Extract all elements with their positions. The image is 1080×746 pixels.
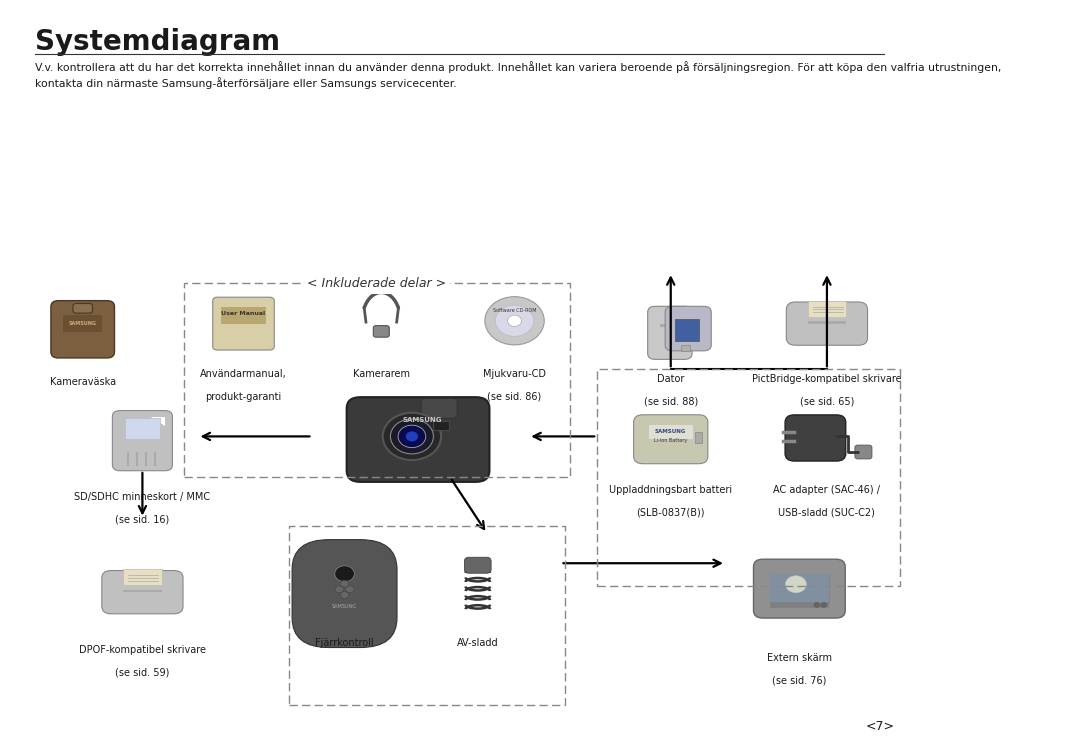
Circle shape (335, 565, 354, 582)
Text: kontakta din närmaste Samsung-återförsäljare eller Samsungs servicecenter.: kontakta din närmaste Samsung-återförsäl… (35, 77, 457, 89)
FancyBboxPatch shape (648, 424, 693, 439)
Text: DPOF-kompatibel skrivare: DPOF-kompatibel skrivare (79, 645, 206, 655)
Circle shape (485, 297, 544, 345)
Text: Li-ion Battery: Li-ion Battery (654, 438, 687, 443)
Bar (770, 574, 829, 604)
Text: Systemdiagram: Systemdiagram (35, 28, 280, 57)
FancyBboxPatch shape (648, 307, 692, 360)
Text: Software CD-ROM: Software CD-ROM (492, 308, 537, 313)
Text: Kamerarem: Kamerarem (353, 369, 409, 379)
Text: User Manual: User Manual (221, 311, 266, 316)
Bar (696, 432, 702, 443)
Text: < Inkluderade delar >: < Inkluderade delar > (307, 277, 446, 290)
FancyBboxPatch shape (855, 445, 872, 459)
Text: SAMSUNG: SAMSUNG (402, 417, 442, 423)
FancyBboxPatch shape (51, 301, 114, 358)
FancyBboxPatch shape (125, 418, 160, 439)
Text: (se sid. 88): (se sid. 88) (644, 397, 698, 407)
Text: Uppladdningsbart batteri: Uppladdningsbart batteri (609, 485, 732, 495)
FancyBboxPatch shape (421, 398, 457, 419)
Bar (433, 421, 449, 430)
Bar (123, 590, 162, 592)
Bar (808, 301, 846, 316)
Bar (123, 569, 162, 585)
Text: Mjukvaru-CD: Mjukvaru-CD (483, 369, 546, 379)
FancyBboxPatch shape (220, 307, 266, 324)
Text: (se sid. 65): (se sid. 65) (800, 397, 854, 407)
FancyBboxPatch shape (213, 297, 274, 350)
Text: (SLB-0837(B)): (SLB-0837(B)) (636, 507, 705, 517)
FancyBboxPatch shape (73, 304, 93, 313)
Circle shape (508, 315, 522, 327)
Text: Fjärrkontroll: Fjärrkontroll (315, 638, 374, 648)
Text: (se sid. 59): (se sid. 59) (116, 668, 170, 677)
FancyBboxPatch shape (786, 302, 867, 345)
Text: SD/SDHC minneskort / MMC: SD/SDHC minneskort / MMC (75, 492, 211, 502)
Text: (se sid. 86): (se sid. 86) (487, 392, 542, 401)
Text: (se sid. 76): (se sid. 76) (772, 675, 826, 685)
Bar (675, 319, 700, 341)
Circle shape (390, 419, 433, 454)
Text: (se sid. 16): (se sid. 16) (116, 515, 170, 524)
FancyBboxPatch shape (754, 560, 846, 618)
Text: AV-sladd: AV-sladd (457, 638, 499, 648)
Circle shape (335, 586, 343, 593)
Text: <7>: <7> (866, 720, 894, 733)
Circle shape (821, 603, 826, 607)
Text: Kameraväska: Kameraväska (50, 377, 116, 386)
Text: SAMSUNG: SAMSUNG (69, 321, 97, 326)
FancyBboxPatch shape (102, 571, 183, 614)
FancyBboxPatch shape (665, 307, 712, 351)
Circle shape (346, 586, 354, 593)
Text: SAMSUNG: SAMSUNG (656, 429, 687, 434)
FancyBboxPatch shape (347, 397, 489, 482)
Bar (808, 322, 846, 324)
Polygon shape (151, 416, 165, 427)
FancyBboxPatch shape (464, 557, 491, 573)
Text: Användarmanual,: Användarmanual, (200, 369, 287, 379)
FancyBboxPatch shape (64, 315, 102, 332)
Bar (770, 602, 829, 608)
Circle shape (406, 431, 418, 442)
Text: Dator: Dator (657, 374, 685, 384)
Circle shape (814, 603, 820, 607)
FancyBboxPatch shape (785, 415, 846, 461)
Text: AC adapter (SAC-46) /: AC adapter (SAC-46) / (773, 485, 880, 495)
FancyBboxPatch shape (634, 415, 707, 464)
Text: V.v. kontrollera att du har det korrekta innehållet innan du använder denna prod: V.v. kontrollera att du har det korrekta… (35, 61, 1001, 73)
Text: Extern skärm: Extern skärm (767, 653, 832, 662)
FancyBboxPatch shape (374, 326, 389, 337)
FancyBboxPatch shape (112, 410, 173, 471)
Circle shape (496, 305, 534, 336)
Bar (660, 325, 679, 327)
Bar (770, 574, 829, 604)
Text: PictBridge-kompatibel skrivare: PictBridge-kompatibel skrivare (752, 374, 902, 384)
Circle shape (340, 580, 349, 587)
Circle shape (785, 576, 807, 593)
Circle shape (340, 592, 349, 598)
Circle shape (399, 425, 426, 448)
Text: produkt-garanti: produkt-garanti (205, 392, 282, 401)
Bar (681, 345, 690, 351)
Circle shape (382, 413, 441, 460)
FancyBboxPatch shape (292, 539, 397, 648)
Text: SAMSUNG: SAMSUNG (332, 604, 357, 609)
Text: USB-sladd (SUC-C2): USB-sladd (SUC-C2) (779, 507, 876, 517)
